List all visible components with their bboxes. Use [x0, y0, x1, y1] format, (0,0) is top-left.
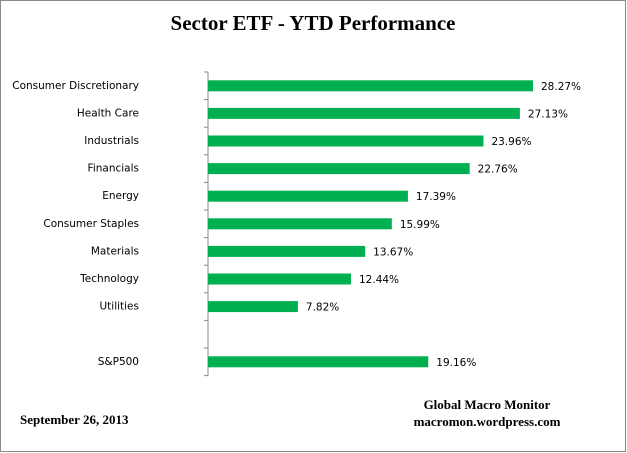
bar — [208, 245, 366, 257]
y-tick-label: Health Care — [77, 107, 139, 119]
bar — [208, 356, 429, 368]
bar — [208, 80, 533, 92]
bar — [208, 218, 392, 230]
source: macromon.wordpress.com — [414, 414, 561, 429]
chart-title: Sector ETF - YTD Performance — [171, 11, 456, 35]
y-tick-label: Materials — [91, 245, 139, 257]
bar — [208, 273, 352, 285]
value-label: 22.76% — [478, 164, 518, 176]
value-label: 12.44% — [359, 274, 399, 286]
y-tick-label: Energy — [102, 190, 139, 202]
bar — [208, 190, 408, 202]
y-tick-label: Industrials — [84, 135, 139, 147]
bar — [208, 135, 484, 147]
bar — [208, 301, 298, 313]
bar — [208, 107, 520, 119]
y-tick-label: Utilities — [99, 301, 139, 313]
value-label: 28.27% — [541, 81, 581, 93]
value-label: 7.82% — [306, 302, 339, 314]
value-label: 23.96% — [491, 136, 531, 148]
value-label: 15.99% — [400, 219, 440, 231]
value-label: 19.16% — [436, 357, 476, 369]
value-label: 13.67% — [373, 246, 413, 258]
y-tick-label: Technology — [79, 273, 139, 285]
y-tick-label: Financials — [88, 163, 139, 175]
value-label: 27.13% — [528, 108, 568, 120]
y-tick-label: Consumer Discretionary — [12, 80, 139, 92]
y-tick-label: Consumer Staples — [43, 218, 139, 230]
date: September 26, 2013 — [20, 412, 129, 427]
value-label: 17.39% — [416, 191, 456, 203]
source: Global Macro Monitor — [424, 397, 551, 412]
bar — [208, 163, 470, 175]
y-tick-label: S&P500 — [98, 356, 139, 368]
